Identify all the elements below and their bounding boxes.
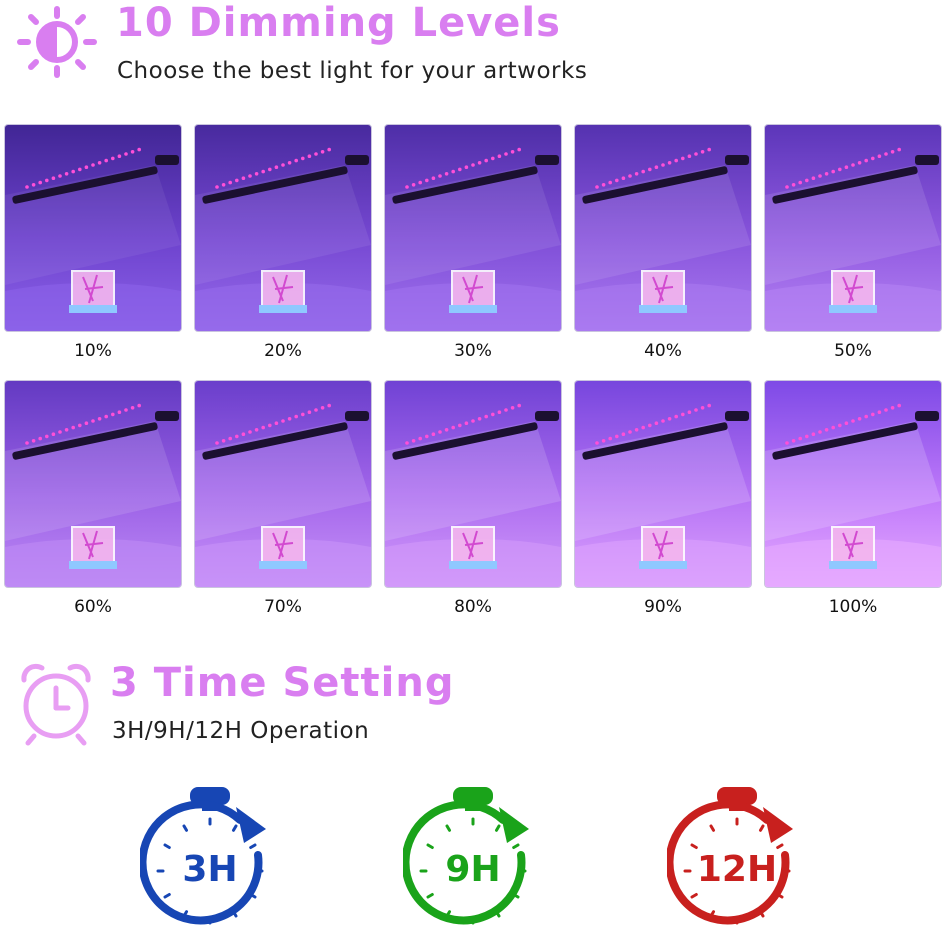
alarm-clock-icon [21, 663, 91, 746]
timer-badge-label: 3H [182, 849, 238, 890]
lamp-photo [764, 380, 942, 588]
timer-subtitle: 3H/9H/12H Operation [112, 718, 370, 744]
dimming-level-label: 80% [454, 597, 492, 617]
stopwatch-icon [401, 787, 529, 925]
timer-badge-3h: 3H [138, 785, 290, 941]
sun-half-icon [17, 6, 97, 78]
dimming-level-label: 50% [834, 341, 872, 361]
timer-badge-label: 9H [445, 849, 501, 890]
timer-badge-label: 12H [696, 849, 778, 890]
dimming-subtitle: Choose the best light for your artworks [117, 58, 588, 84]
dimming-level-label: 60% [74, 597, 112, 617]
stopwatch-icon [665, 787, 793, 925]
lamp-photo [194, 380, 372, 588]
lamp-photo [764, 124, 942, 332]
lamp-photo [384, 124, 562, 332]
timer-badge-12h: 12H [665, 785, 817, 941]
dimming-level-label: 10% [74, 341, 112, 361]
lamp-photo [384, 380, 562, 588]
lamp-photo [574, 124, 752, 332]
lamp-photo [574, 380, 752, 588]
dimming-level-label: 20% [264, 341, 302, 361]
dimming-level-label: 70% [264, 597, 302, 617]
lamp-photo [4, 380, 182, 588]
dimming-level-label: 100% [828, 597, 878, 617]
timer-badge-9h: 9H [401, 785, 553, 941]
dimming-title: 10 Dimming Levels [116, 0, 561, 46]
lamp-photo [4, 124, 182, 332]
dimming-level-label: 30% [454, 341, 492, 361]
lamp-photo [194, 124, 372, 332]
dimming-level-label: 90% [644, 597, 682, 617]
stopwatch-icon [138, 787, 266, 925]
timer-title: 3 Time Setting [110, 660, 455, 706]
dimming-level-label: 40% [644, 341, 682, 361]
